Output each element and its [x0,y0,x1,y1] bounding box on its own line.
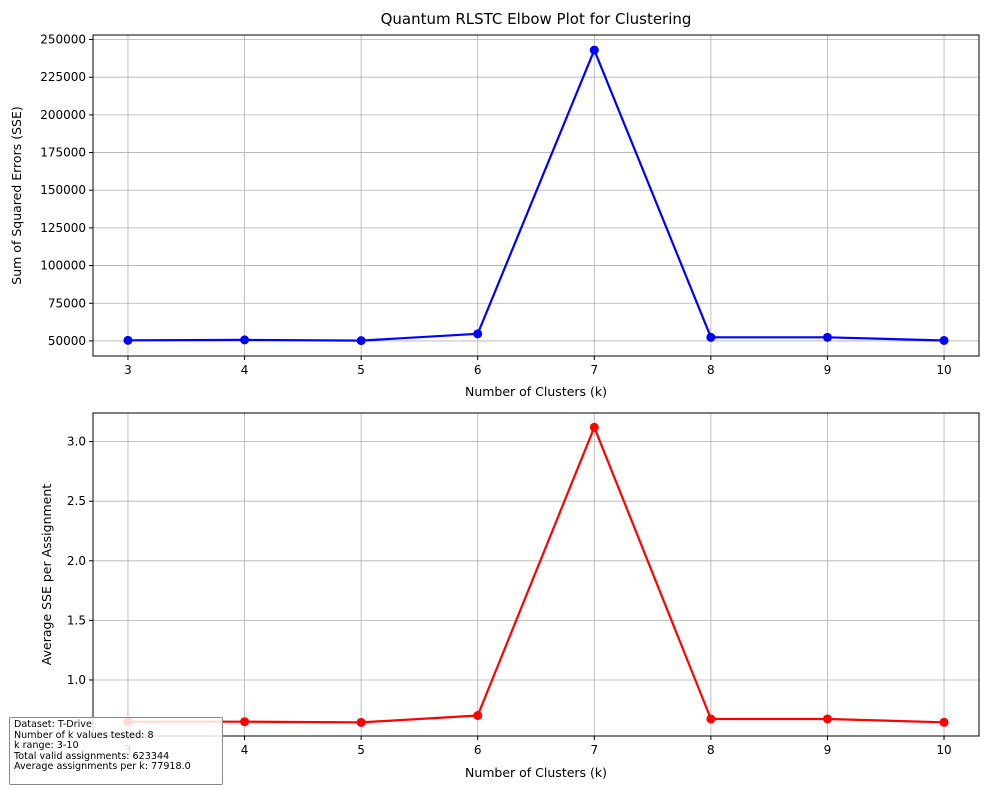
info-k-count: Number of k values tested: 8 [14,729,154,741]
info-k-range: k range: 3-10 [14,740,79,751]
avg-sse-xlabel: Number of Clusters (k) [465,765,607,780]
avg-sse-data-point [473,710,483,720]
sse-ytick-label: 150000 [40,183,86,197]
avg-sse-ytick-label: 3.0 [67,435,86,449]
sse-xtick-label: 9 [824,363,832,377]
sse-ytick-label: 100000 [40,259,86,273]
sse-ytick-label: 125000 [40,221,86,235]
sse-xtick-label: 6 [474,363,482,377]
avg-sse-data-point [356,717,366,727]
sse-data-point [589,45,599,55]
avg-sse-ytick-label: 2.0 [67,554,86,568]
avg-sse-axes-frame [92,412,980,737]
sse-ytick-label: 225000 [40,70,86,84]
avg-sse-xtick-label: 4 [241,743,249,757]
sse-data-point [123,335,133,345]
avg-sse-ytick-label: 1.5 [67,613,86,627]
sse-xtick-label: 3 [124,363,132,377]
avg-sse-xtick-label: 9 [824,743,832,757]
sse-ytick-label: 175000 [40,146,86,160]
sse-series-line [127,48,945,342]
sse-plot: 3 4 5 6 7 8 9 10 50000 75000 100000 125000 150000 175… [9,33,980,399]
sse-axes-frame [92,34,980,357]
sse-xtick-label: 8 [707,363,715,377]
avg-sse-series-line [128,426,945,724]
sse-ylabel: Sum of Squared Errors (SSE) [9,106,24,284]
avg-sse-xtick-label: 6 [474,743,482,757]
avg-sse-data-point [706,714,716,724]
info-box: Dataset: T-Drive Number of k values test… [9,717,223,785]
avg-sse-xtick-label: 10 [936,743,951,757]
avg-sse-xtick-label: 5 [357,743,365,757]
sse-data-point [822,332,832,342]
avg-sse-data-point [240,717,250,727]
avg-sse-ylabel: Average SSE per Assignment [39,484,54,665]
avg-sse-xtick-label: 8 [707,743,715,757]
avg-sse-data-point [822,714,832,724]
sse-data-point [939,335,949,345]
sse-xlabel: Number of Clusters (k) [465,384,607,399]
sse-data-point [706,332,716,342]
avg-sse-ytick-label: 2.5 [67,494,86,508]
info-total-assignments: Total valid assignments: 623344 [14,750,170,762]
avg-sse-data-point [939,717,949,727]
avg-sse-data-point [589,422,599,432]
chart-title: Quantum RLSTC Elbow Plot for Clustering [381,10,692,28]
avg-sse-xtick-label: 7 [590,743,598,757]
sse-xtick-label: 10 [936,363,951,377]
sse-data-point [473,329,483,339]
sse-xtick-label: 4 [241,363,249,377]
sse-ytick-label: 200000 [40,108,86,122]
sse-ytick-label: 75000 [48,296,86,310]
sse-xtick-label: 7 [590,363,598,377]
info-avg-assignments: Average assignments per k: 77918.0 [14,761,191,772]
info-dataset: Dataset: T-Drive [14,719,92,730]
sse-ytick-label: 50000 [48,334,86,348]
sse-xtick-label: 5 [357,363,365,377]
sse-data-point [240,335,250,345]
sse-ytick-label: 250000 [40,33,86,47]
avg-sse-ytick-label: 1.0 [67,673,86,687]
sse-data-point [356,336,366,346]
